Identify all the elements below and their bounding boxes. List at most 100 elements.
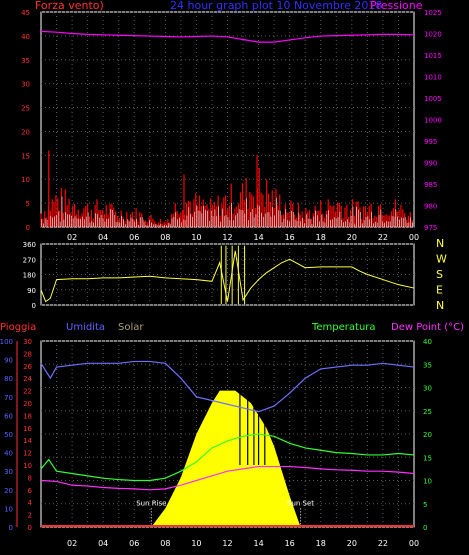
compass-label: S: [436, 268, 443, 281]
pioggia-axis-tick: 20: [23, 400, 32, 408]
pioggia-axis-tick: 16: [23, 425, 32, 433]
time-tick-label: 00: [409, 233, 419, 242]
pressure-axis-tick: 995: [424, 138, 437, 146]
pioggia-label: Pioggia: [0, 322, 36, 333]
header-center-label: 24 hour graph plot 10 Novembre 2018: [170, 0, 382, 12]
temperatura-line: [40, 433, 415, 482]
dew-point-line: [40, 465, 415, 491]
pressure-line: [40, 30, 415, 43]
time-tick-label-bottom: 14: [253, 539, 263, 548]
time-tick-label: 22: [378, 233, 388, 242]
wind-axis-tick: 10: [21, 176, 30, 184]
time-tick-label: 14: [253, 233, 263, 242]
pioggia-axis-tick: 12: [23, 450, 32, 458]
wind-axis-tick: 25: [21, 105, 30, 113]
pioggia-axis-tick: 10: [23, 462, 32, 470]
pioggia-axis-tick: 24: [23, 375, 32, 383]
chart-layer: 0510152025303540459759809859909951000100…: [0, 9, 464, 548]
pioggia-axis-tick: 2: [28, 512, 32, 520]
umidita-axis-tick: 100: [0, 338, 13, 346]
pioggia-axis-tick: 30: [23, 338, 32, 346]
pioggia-axis-tick: 6: [28, 487, 33, 495]
temperatura-label: Temperatura: [311, 322, 376, 333]
time-tick-label-bottom: 20: [347, 539, 357, 548]
wind-axis-tick: 30: [21, 81, 30, 89]
pressure-axis-tick: 985: [424, 181, 437, 189]
umidita-axis-tick: 20: [4, 487, 13, 495]
wind-axis-tick: 45: [21, 9, 30, 17]
time-tick-label: 08: [160, 233, 170, 242]
pressure-axis-tick: 1020: [424, 31, 442, 39]
umidita-axis-tick: 60: [4, 412, 13, 420]
umidita-axis-tick: 90: [4, 357, 13, 365]
time-tick-label: 06: [129, 233, 139, 242]
umidita-axis-tick: 40: [4, 450, 13, 458]
dew-point-label: Dew Point (°C): [391, 322, 464, 333]
solar-label: Solar: [118, 322, 144, 333]
compass-label: W: [436, 253, 447, 266]
time-tick-label-bottom: 22: [378, 539, 388, 548]
time-tick-label: 16: [285, 233, 295, 242]
temperatura-axis-tick: 10: [423, 478, 432, 486]
pressure-axis-tick: 975: [424, 224, 437, 232]
panel-direction-frame: [40, 243, 415, 306]
pioggia-axis-tick: 4: [28, 499, 33, 507]
umidita-axis-tick: 10: [4, 505, 13, 513]
pioggia-axis-tick: 14: [23, 437, 32, 445]
wind-axis-tick: 0: [26, 224, 30, 232]
time-tick-label-bottom: 04: [98, 539, 108, 548]
compass-label: N: [436, 237, 444, 250]
time-tick-label: 04: [98, 233, 108, 242]
direction-line: [40, 250, 415, 303]
time-tick-label: 02: [67, 233, 77, 242]
wind-axis-tick: 35: [21, 57, 30, 65]
sunset-label: Sun Set: [287, 499, 314, 507]
pioggia-axis-tick: 18: [23, 412, 32, 420]
direction-axis-tick: 180: [23, 272, 36, 280]
solar-area: [151, 390, 301, 527]
umidita-axis-tick: 30: [4, 468, 13, 476]
time-tick-label-bottom: 16: [285, 539, 295, 548]
umidita-axis-tick: 80: [4, 375, 13, 383]
header-left-label: Forza vento): [35, 0, 104, 12]
time-tick-label-bottom: 08: [160, 539, 170, 548]
temperatura-axis-tick: 40: [423, 338, 432, 346]
temperatura-axis-tick: 30: [423, 385, 432, 393]
temperatura-axis-tick: 0: [423, 524, 427, 532]
header-right-label: Pressione: [370, 0, 423, 12]
wind-axis-tick: 20: [21, 128, 30, 136]
sunrise-label: Sun Rise: [136, 499, 166, 507]
wind-axis-tick: 5: [26, 200, 30, 208]
compass-label: N: [436, 299, 444, 312]
time-tick-label-bottom: 02: [67, 539, 77, 548]
time-tick-label-bottom: 00: [409, 539, 419, 548]
time-tick-label-bottom: 18: [316, 539, 326, 548]
pioggia-axis-tick: 22: [23, 388, 32, 396]
umidita-axis-tick: 70: [4, 394, 13, 402]
pioggia-axis-tick: 8: [28, 474, 32, 482]
temperatura-axis-tick: 35: [423, 361, 432, 369]
temperatura-axis-tick: 15: [423, 454, 432, 462]
direction-axis-tick: 360: [23, 241, 36, 249]
umidita-label: Umidita: [66, 322, 105, 333]
temperatura-axis-tick: 5: [423, 501, 427, 509]
pressure-axis-tick: 990: [424, 160, 437, 168]
pressure-axis-tick: 1025: [424, 9, 442, 17]
time-tick-label: 12: [222, 233, 232, 242]
umidita-axis-tick: 50: [4, 431, 13, 439]
time-tick-label-bottom: 12: [222, 539, 232, 548]
pressure-axis-tick: 1015: [424, 52, 442, 60]
pressure-axis-tick: 1010: [424, 74, 442, 82]
umidita-axis-tick: 0: [9, 524, 13, 532]
umidita-line: [40, 360, 415, 413]
pioggia-axis-tick: 26: [23, 363, 32, 371]
pressure-axis-tick: 1000: [424, 117, 442, 125]
direction-axis-tick: 90: [27, 287, 36, 295]
temperatura-axis-tick: 25: [423, 408, 432, 416]
time-tick-label: 10: [191, 233, 201, 242]
pressure-axis-tick: 1005: [424, 95, 442, 103]
time-tick-label: 20: [347, 233, 357, 242]
pioggia-axis-tick: 0: [28, 524, 32, 532]
